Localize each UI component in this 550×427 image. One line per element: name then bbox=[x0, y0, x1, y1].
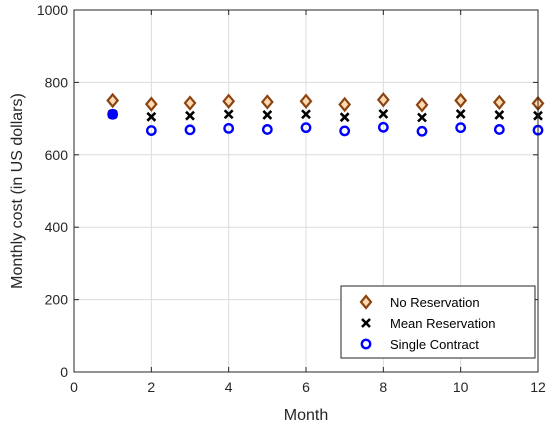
x-point-stroke-b bbox=[339, 112, 350, 123]
x-point bbox=[185, 110, 195, 121]
series-0 bbox=[106, 92, 545, 113]
data-marks bbox=[106, 92, 545, 137]
legend-box bbox=[340, 285, 536, 359]
legend-diamond-marker bbox=[359, 294, 373, 310]
x-point-stroke-b bbox=[185, 110, 195, 121]
x-tick-label: 8 bbox=[379, 379, 387, 395]
legend-label-mean-reservation: Mean Reservation bbox=[390, 316, 496, 331]
x-axis-title: Month bbox=[284, 407, 328, 424]
x-point bbox=[301, 109, 311, 120]
x-point bbox=[494, 110, 505, 120]
series-1 bbox=[107, 108, 543, 123]
legend-x-marker bbox=[361, 318, 371, 328]
circle-point bbox=[184, 124, 196, 136]
legend-circle-marker bbox=[360, 338, 372, 350]
x-point-stroke-b bbox=[262, 110, 273, 120]
x-tick-label: 0 bbox=[70, 379, 78, 395]
diamond-point bbox=[106, 92, 120, 109]
x-tick-label: 6 bbox=[302, 379, 310, 395]
axis-ticks bbox=[73, 9, 539, 373]
series-2 bbox=[107, 108, 544, 137]
x-tick-label: 10 bbox=[453, 379, 469, 395]
circle-point bbox=[416, 125, 428, 137]
x-point bbox=[455, 108, 466, 119]
y-tick-label: 0 bbox=[60, 364, 68, 380]
x-point-stroke-b bbox=[455, 108, 466, 119]
y-tick-label: 1000 bbox=[37, 2, 68, 18]
diamond-point bbox=[299, 93, 313, 109]
x-point bbox=[417, 112, 427, 123]
diamond-point bbox=[183, 95, 197, 111]
circle-point bbox=[455, 122, 467, 134]
diamond-point bbox=[492, 94, 506, 111]
y-tick-label: 400 bbox=[45, 219, 69, 235]
x-tick-label: 2 bbox=[147, 379, 155, 395]
diamond-point bbox=[415, 97, 429, 113]
legend-label-no-reservation: No Reservation bbox=[390, 295, 480, 310]
legend-x-marker-stroke-b bbox=[361, 318, 371, 328]
circle-point bbox=[377, 121, 389, 133]
x-point bbox=[146, 111, 157, 122]
legend: No Reservation Mean Reservation Single C… bbox=[340, 285, 536, 359]
diamond-point bbox=[454, 92, 468, 109]
y-tick-label: 200 bbox=[45, 292, 69, 308]
circle-point bbox=[493, 124, 505, 135]
x-point bbox=[262, 110, 273, 120]
legend-markers bbox=[359, 294, 373, 350]
y-axis-title: Monthly cost (in US dollars) bbox=[9, 93, 26, 289]
x-point bbox=[223, 109, 234, 120]
y-tick-label: 800 bbox=[45, 74, 69, 90]
x-tick-label: 4 bbox=[225, 379, 233, 395]
legend-label-single-contract: Single Contract bbox=[390, 337, 479, 352]
diamond-point bbox=[376, 92, 390, 108]
x-point bbox=[339, 112, 350, 123]
diamond-point bbox=[338, 96, 352, 113]
circle-point bbox=[107, 108, 119, 120]
x-point-stroke-b bbox=[223, 109, 234, 120]
axis-tick-labels: 0 2 4 6 8 10 12 0 200 400 600 800 1000 bbox=[37, 2, 546, 395]
x-point-stroke-b bbox=[494, 110, 505, 120]
diamond-point bbox=[260, 94, 274, 110]
circle-point bbox=[223, 122, 235, 134]
x-point-stroke-b bbox=[146, 111, 157, 122]
x-point bbox=[378, 108, 389, 119]
circle-point bbox=[145, 125, 157, 136]
y-tick-label: 600 bbox=[45, 147, 69, 163]
circle-point bbox=[261, 124, 273, 135]
x-point-stroke-b bbox=[301, 109, 311, 120]
x-tick-label: 12 bbox=[530, 379, 546, 395]
circle-point bbox=[339, 125, 351, 137]
diamond-point bbox=[144, 96, 158, 112]
diamond-point bbox=[222, 93, 236, 109]
x-point-stroke-b bbox=[378, 108, 389, 119]
circle-point-fill bbox=[109, 111, 116, 118]
x-point-stroke-b bbox=[417, 112, 427, 123]
circle-point bbox=[300, 122, 312, 134]
